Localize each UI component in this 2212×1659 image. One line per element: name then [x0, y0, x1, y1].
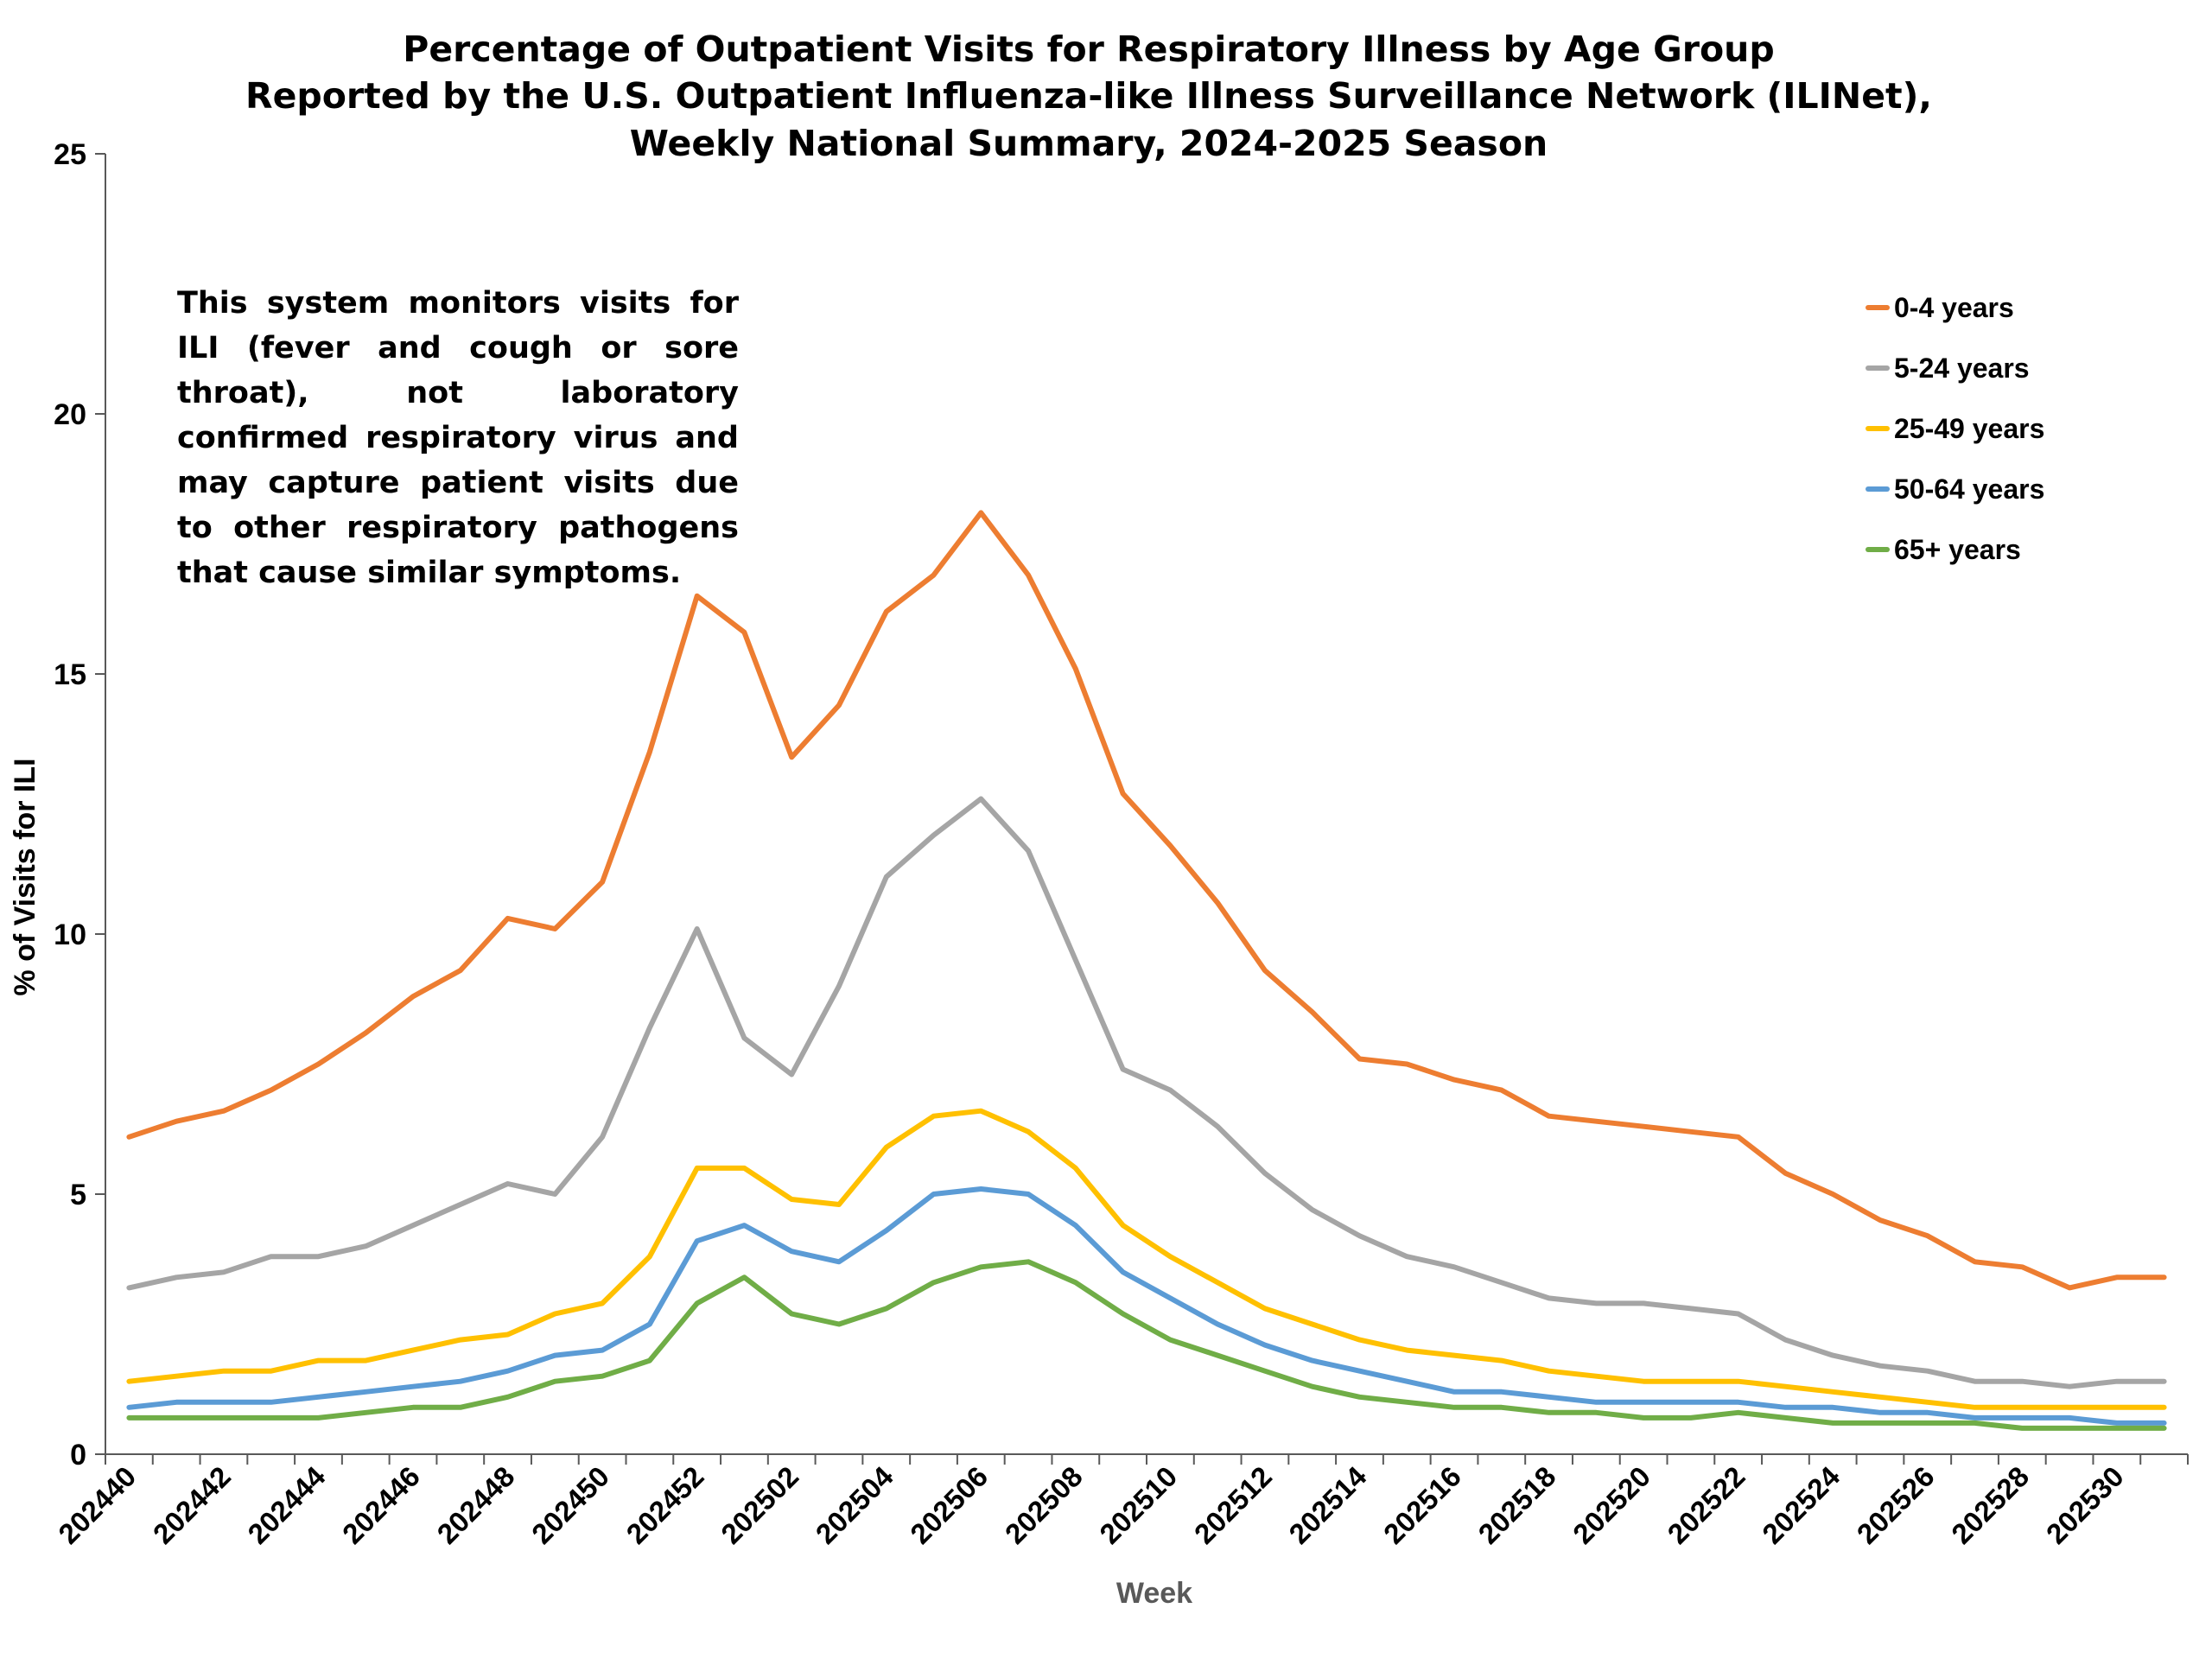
y-tick-label: 25	[54, 138, 86, 171]
chart-series	[126, 510, 2167, 1431]
series-line-0-4-years	[126, 510, 2167, 1291]
legend-label-5-24-years: 5-24 years	[1894, 353, 2030, 384]
y-tick-label: 0	[70, 1439, 86, 1471]
x-tick-label: 202526	[1851, 1460, 1941, 1550]
x-tick-label: 202448	[430, 1460, 520, 1550]
x-tick-label: 202528	[1945, 1460, 2035, 1550]
x-tick-label: 202444	[241, 1459, 331, 1549]
y-tick-label: 10	[54, 918, 86, 951]
x-tick-label: 202530	[2040, 1460, 2130, 1550]
legend-label-65-years: 65+ years	[1894, 534, 2021, 565]
chart-title-line-2: Reported by the U.S. Outpatient Influenz…	[245, 75, 1932, 117]
legend-label-50-64-years: 50-64 years	[1894, 474, 2044, 505]
x-tick-label: 202446	[336, 1460, 426, 1550]
x-tick-label: 202516	[1377, 1460, 1467, 1550]
series-line-25-49-years	[126, 1108, 2167, 1410]
x-tick-label: 202514	[1282, 1459, 1372, 1549]
x-tick-label: 202520	[1567, 1460, 1656, 1550]
y-axis-title: % of Visits for ILI	[9, 758, 41, 995]
series-line-50-64-years	[126, 1186, 2167, 1426]
x-tick-label: 202512	[1188, 1460, 1278, 1550]
chart-title-line-1: Percentage of Outpatient Visits for Resp…	[403, 29, 1774, 70]
x-tick-label: 202510	[1093, 1460, 1183, 1550]
chart-title: Percentage of Outpatient Visits for Resp…	[245, 29, 1932, 164]
x-tick-label: 202450	[525, 1460, 615, 1550]
x-tick-label: 202518	[1471, 1460, 1561, 1550]
x-tick-label: 202452	[620, 1460, 710, 1550]
chart-annotation: This system monitors visits for ILI (fev…	[177, 286, 739, 590]
chart-legend: 0-4 years 5-24 years 25-49 years 50-64 year…	[1866, 292, 2044, 565]
x-tick-label: 202502	[715, 1460, 804, 1550]
x-tick-label: 202504	[810, 1459, 899, 1549]
x-tick-label: 202442	[147, 1460, 237, 1550]
x-tick-label: 202440	[52, 1460, 142, 1550]
x-axis-title: Week	[1116, 1577, 1192, 1610]
legend-label-25-49-years: 25-49 years	[1894, 413, 2044, 444]
y-tick-label: 5	[70, 1179, 86, 1211]
legend-label-0-4-years: 0-4 years	[1894, 292, 2014, 323]
x-tick-label: 202508	[999, 1460, 1089, 1550]
chart-title-line-3: Weekly National Summary, 2024-2025 Seaso…	[630, 123, 1548, 164]
y-tick-label: 20	[54, 398, 86, 431]
series-line-5-24-years	[126, 796, 2167, 1389]
x-tick-label: 202506	[904, 1460, 994, 1550]
y-tick-label: 15	[54, 658, 86, 691]
series-line-65-years	[126, 1259, 2167, 1431]
x-tick-label: 202524	[1756, 1459, 1846, 1549]
x-tick-label: 202522	[1662, 1460, 1751, 1550]
